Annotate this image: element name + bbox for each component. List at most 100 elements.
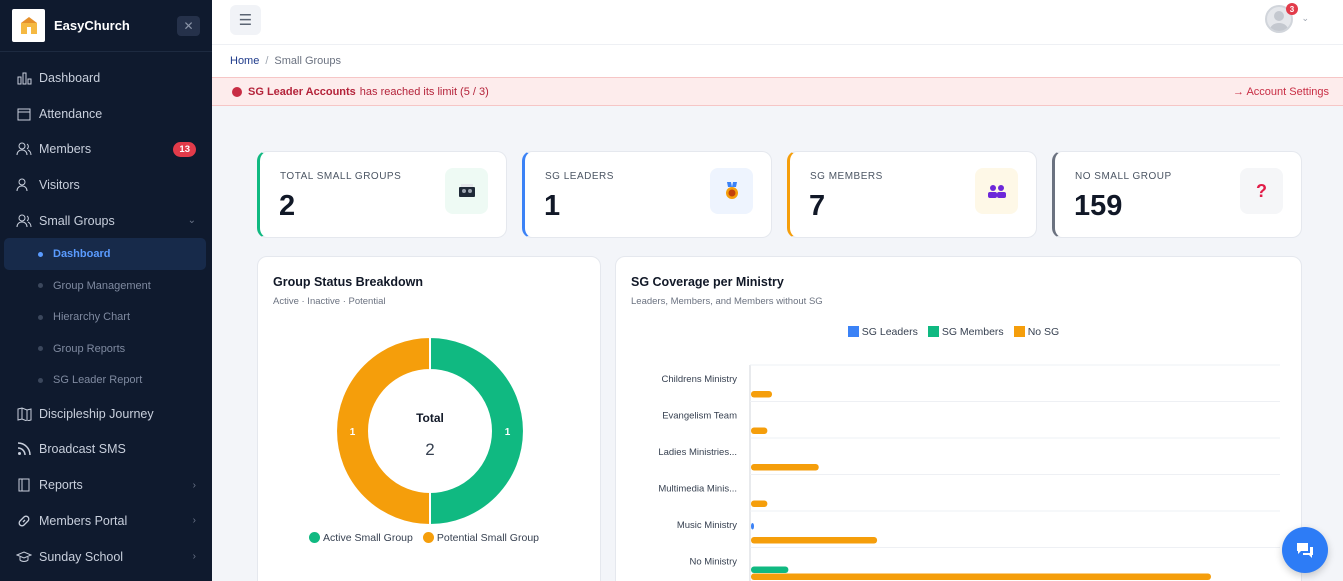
legend-item[interactable]: No SG <box>1013 325 1060 338</box>
sidebar-item-reports[interactable]: Reports › <box>0 467 212 503</box>
alert-text: has reached its limit (5 / 3) <box>359 85 489 98</box>
sidebar-nav-more: Discipleship Journey Broadcast SMS Reports… <box>0 396 212 574</box>
count-badge: 13 <box>173 141 196 157</box>
group-status-panel: Group Status Breakdown Active · Inactive… <box>257 256 601 581</box>
bullet-icon <box>38 283 43 289</box>
sidebar-item-members-portal[interactable]: Members Portal › <box>0 503 212 539</box>
medal-icon <box>710 168 753 214</box>
chevron-right-icon: › <box>192 479 196 491</box>
chevron-right-icon: › <box>192 515 196 527</box>
bar-legend: SG Leaders SG Members No SG <box>616 324 1301 342</box>
panel-title: Group Status Breakdown <box>273 275 424 289</box>
sidebar-item-label: Attendance <box>39 106 103 121</box>
legend-item[interactable]: Potential Small Group <box>422 531 539 544</box>
bar-chart-icon <box>16 70 32 86</box>
subnav-item[interactable]: SG Leader Report <box>0 364 212 396</box>
menu-icon[interactable]: ☰ <box>230 5 261 35</box>
bullet-icon <box>38 346 43 352</box>
book-icon <box>16 477 32 493</box>
stat-card[interactable]: SG LEADERS 1 <box>522 151 772 238</box>
sidebar-item-attendance[interactable]: Attendance <box>0 96 212 132</box>
subnav-item-label: Dashboard <box>53 248 111 261</box>
legend-label: SG Members <box>941 325 1004 338</box>
legend-swatch <box>847 326 859 337</box>
sidebar-item-label: Visitors <box>39 177 80 192</box>
subnav-item[interactable]: Group Management <box>0 270 212 302</box>
stat-label: TOTAL SMALL GROUPS <box>280 171 402 182</box>
legend-label: Active Small Group <box>322 531 413 544</box>
sidebar-item-discipleship-journey[interactable]: Discipleship Journey <box>0 396 212 432</box>
stat-label: SG MEMBERS <box>810 171 883 182</box>
chevron-down-icon[interactable]: ⌄ <box>1301 13 1309 23</box>
breadcrumb-home[interactable]: Home <box>230 55 260 67</box>
subnav-item-label: Group Reports <box>53 342 126 355</box>
panel-subtitle: Active · Inactive · Potential <box>273 296 386 307</box>
subnav-item[interactable]: Hierarchy Chart <box>0 301 212 333</box>
stat-card[interactable]: NO SMALL GROUP 159? <box>1052 151 1302 238</box>
sidebar-item-sunday-school[interactable]: Sunday School › <box>0 539 212 575</box>
graduation-cap-icon <box>16 549 32 565</box>
subnav-item[interactable]: Dashboard <box>4 238 206 270</box>
link-icon <box>16 513 32 529</box>
coverage-panel: SG Coverage per Ministry Leaders, Member… <box>615 256 1302 581</box>
bar-sg-members[interactable] <box>751 566 789 574</box>
stat-label: SG LEADERS <box>545 171 614 182</box>
bar-no-sg[interactable] <box>751 573 1211 581</box>
sidebar-item-label: Members Portal <box>39 513 128 528</box>
bullet-icon <box>38 251 43 257</box>
sidebar-item-members[interactable]: Members 13 <box>0 131 212 167</box>
legend-item[interactable]: Active Small Group <box>308 531 413 544</box>
chevron-right-icon: › <box>192 551 196 563</box>
user-group-icon <box>16 177 32 193</box>
users-icon <box>16 213 32 229</box>
legend-swatch <box>1013 326 1025 337</box>
limit-alert: SG Leader Accounts has reached its limit… <box>212 77 1343 106</box>
bar-no-sg[interactable] <box>751 391 773 398</box>
people-icon <box>975 168 1018 214</box>
sidebar-item-dashboard[interactable]: Dashboard <box>0 60 212 96</box>
bar-no-sg[interactable] <box>751 500 768 508</box>
breadcrumb-separator: / <box>265 55 269 67</box>
sidebar: EasyChurch ✕ Dashboard Attendance Members 1… <box>0 0 212 581</box>
bullet-icon <box>38 314 43 320</box>
subnav-item-label: Hierarchy Chart <box>53 311 131 324</box>
donut-center-label: Total <box>416 411 444 425</box>
subnav-item[interactable]: Group Reports <box>0 333 212 365</box>
sidebar-item-label: Members <box>39 142 92 157</box>
breadcrumb: Home / Small Groups <box>212 44 1343 77</box>
account-settings-link[interactable]: → Account Settings <box>1233 85 1329 98</box>
stat-card[interactable]: SG MEMBERS 7 <box>787 151 1037 238</box>
sidebar-item-visitors[interactable]: Visitors <box>0 167 212 203</box>
rss-icon <box>16 441 32 457</box>
question-icon: ? <box>1240 168 1283 214</box>
stat-value: 1 <box>544 190 561 222</box>
donut-slice[interactable] <box>429 335 525 527</box>
church-logo-icon[interactable] <box>12 9 45 42</box>
breadcrumb-current: Small Groups <box>274 55 342 67</box>
bar-no-sg[interactable] <box>751 427 768 435</box>
close-icon[interactable]: ✕ <box>177 15 200 36</box>
legend-label: No SG <box>1027 325 1060 338</box>
legend-item[interactable]: SG Leaders <box>847 326 918 338</box>
category-tick-label: Multimedia Minis... <box>658 484 737 495</box>
coverage-bar-chart: Childrens Ministry Evangelism Team Ladies … <box>658 364 1280 581</box>
sidebar-item-label: Broadcast SMS <box>39 442 126 457</box>
bar-sg-leaders[interactable] <box>751 523 754 530</box>
panel-subtitle: Leaders, Members, and Members without SG <box>631 296 823 307</box>
bar-no-sg[interactable] <box>751 464 819 471</box>
chat-button[interactable] <box>1282 527 1328 573</box>
legend-swatch <box>422 532 434 543</box>
bar-no-sg[interactable] <box>751 537 878 544</box>
sidebar-item-small-groups[interactable]: Small Groups ⌄ <box>0 203 212 239</box>
sidebar-item-label: Discipleship Journey <box>39 406 154 421</box>
subnav-item-label: SG Leader Report <box>53 374 143 387</box>
legend-label: Potential Small Group <box>436 531 539 544</box>
sidebar-item-broadcast-sms[interactable]: Broadcast SMS <box>0 432 212 468</box>
stat-card[interactable]: TOTAL SMALL GROUPS 2 <box>257 151 507 238</box>
legend-item[interactable]: SG Members <box>927 325 1004 338</box>
sidebar-item-label: Reports <box>39 478 83 493</box>
brand: EasyChurch ✕ <box>0 0 212 52</box>
donut-slice[interactable] <box>335 335 431 527</box>
brand-name: EasyChurch <box>54 18 130 33</box>
stat-value: 159 <box>1074 190 1123 222</box>
